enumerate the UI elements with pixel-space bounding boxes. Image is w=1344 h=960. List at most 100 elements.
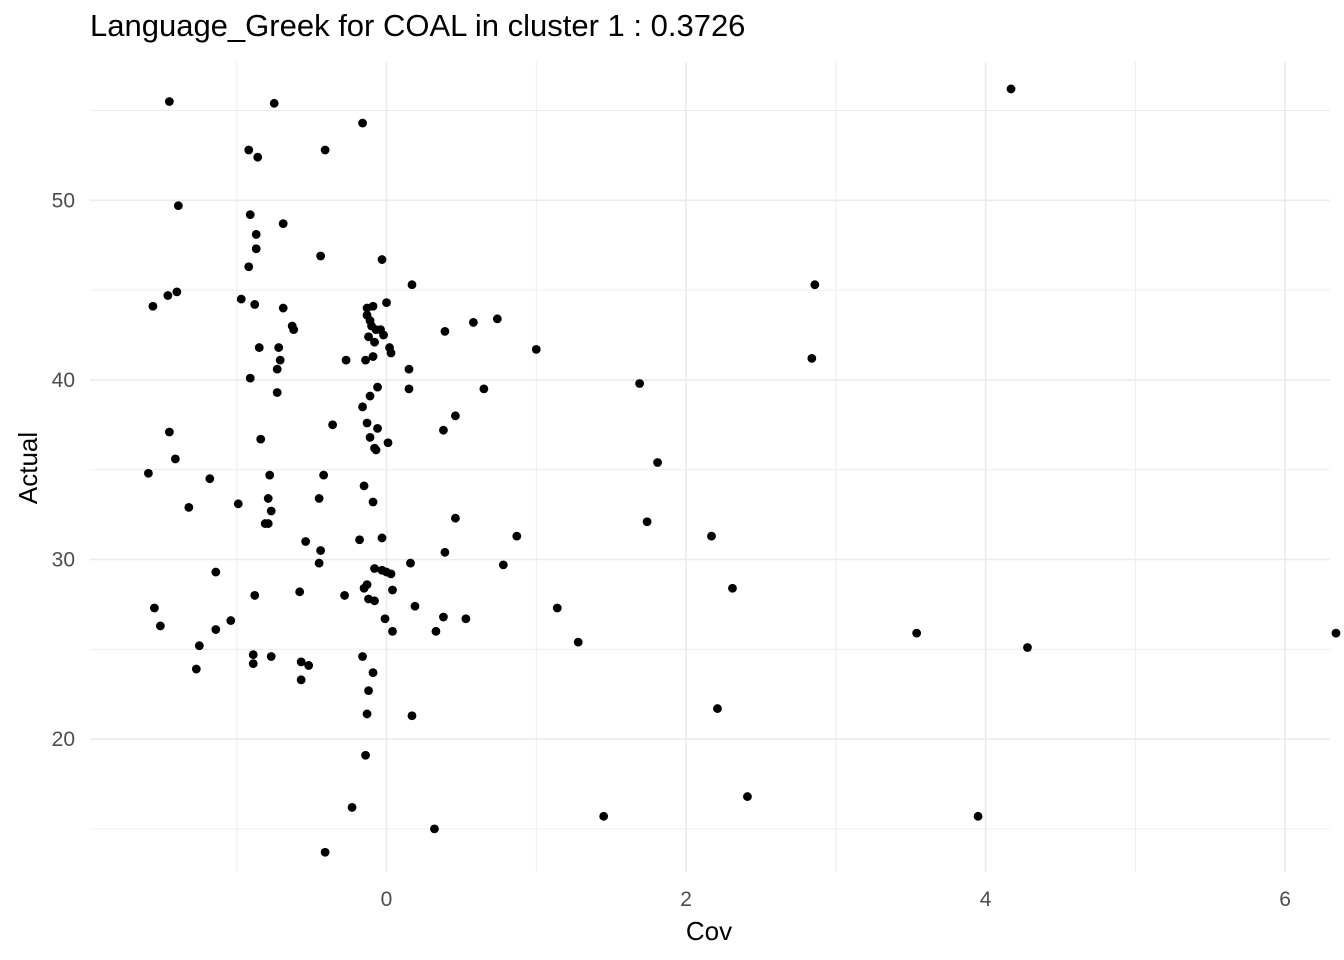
data-point xyxy=(155,621,165,631)
data-point xyxy=(368,668,378,678)
minor-gridlines xyxy=(90,62,1330,872)
data-point xyxy=(377,255,387,264)
data-point xyxy=(296,657,306,667)
data-point xyxy=(319,470,329,480)
data-point xyxy=(266,506,276,516)
data-point xyxy=(250,300,260,309)
data-point xyxy=(320,847,330,857)
data-point xyxy=(170,454,180,464)
data-point xyxy=(388,626,397,636)
data-point xyxy=(430,824,439,834)
data-point xyxy=(410,601,420,611)
data-point xyxy=(245,373,255,383)
data-point xyxy=(479,384,489,394)
data-point xyxy=(359,481,369,491)
data-points xyxy=(144,84,1341,857)
data-point xyxy=(1023,643,1032,652)
data-point xyxy=(301,537,311,546)
data-point xyxy=(244,262,254,272)
data-point xyxy=(211,567,221,577)
y-tick-label: 40 xyxy=(52,369,75,392)
data-point xyxy=(256,434,266,444)
data-point xyxy=(328,420,338,430)
data-point xyxy=(368,497,378,507)
data-point xyxy=(251,244,261,254)
data-point xyxy=(440,327,450,336)
data-point xyxy=(362,709,372,719)
data-point xyxy=(314,494,324,503)
data-point xyxy=(388,585,397,595)
data-point xyxy=(163,291,173,300)
y-axis-label: Actual xyxy=(13,432,43,504)
data-point xyxy=(451,513,460,523)
data-point xyxy=(275,355,285,365)
data-point xyxy=(316,251,326,261)
data-point xyxy=(1006,84,1016,94)
data-point xyxy=(439,612,448,622)
data-point xyxy=(379,330,388,340)
data-point xyxy=(373,423,382,433)
data-point xyxy=(406,558,415,568)
data-point xyxy=(370,596,379,606)
data-point xyxy=(194,641,204,651)
data-point xyxy=(296,675,306,685)
data-point xyxy=(599,811,609,821)
data-point xyxy=(512,531,522,541)
major-gridlines xyxy=(90,62,1330,872)
data-point xyxy=(1331,628,1341,638)
data-point xyxy=(263,519,273,528)
data-point xyxy=(289,325,299,335)
data-point xyxy=(807,353,817,363)
data-point xyxy=(498,560,508,570)
data-point xyxy=(355,535,364,545)
data-point xyxy=(573,637,583,647)
data-point xyxy=(377,533,387,543)
data-point xyxy=(359,583,369,593)
data-point xyxy=(251,230,261,239)
data-point xyxy=(365,432,375,442)
data-point xyxy=(439,425,448,435)
data-point xyxy=(370,337,379,347)
data-point xyxy=(245,210,255,220)
data-point xyxy=(451,411,460,421)
data-point xyxy=(263,494,273,503)
data-point xyxy=(250,591,260,600)
x-axis-label: Cov xyxy=(686,916,732,946)
data-point xyxy=(341,355,351,365)
data-point xyxy=(382,298,391,308)
data-point xyxy=(211,625,221,634)
chart-title: Language_Greek for COAL in cluster 1 : 0… xyxy=(90,8,746,43)
x-tick-label: 6 xyxy=(1279,888,1291,911)
data-point xyxy=(173,201,183,211)
data-point xyxy=(368,301,378,311)
data-point xyxy=(642,517,652,527)
data-point xyxy=(361,355,370,365)
data-point xyxy=(368,352,378,361)
data-point xyxy=(358,402,367,412)
data-point xyxy=(912,628,922,638)
data-point xyxy=(552,603,562,613)
data-point xyxy=(370,564,379,573)
data-point xyxy=(233,499,243,509)
data-point xyxy=(248,659,258,669)
data-point xyxy=(468,318,478,327)
x-tick-label: 4 xyxy=(980,888,992,911)
data-point xyxy=(407,711,417,721)
data-point xyxy=(728,583,737,593)
data-point xyxy=(365,391,375,401)
data-point xyxy=(226,616,236,625)
data-point xyxy=(205,474,215,484)
data-point xyxy=(361,750,370,760)
data-point xyxy=(304,661,314,670)
data-point xyxy=(144,468,153,478)
data-point xyxy=(358,118,367,128)
data-point xyxy=(707,531,716,541)
data-point xyxy=(347,802,357,812)
data-point xyxy=(278,219,288,229)
data-point xyxy=(364,686,373,696)
data-point xyxy=(172,287,182,297)
data-point xyxy=(248,650,258,660)
data-point xyxy=(358,652,367,661)
x-tick-label: 0 xyxy=(381,888,393,911)
